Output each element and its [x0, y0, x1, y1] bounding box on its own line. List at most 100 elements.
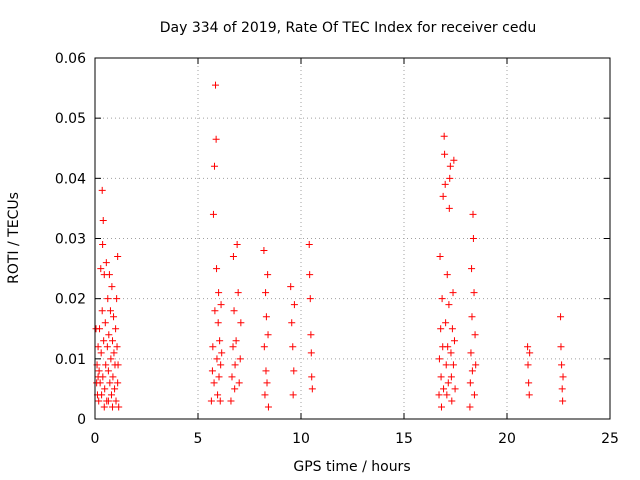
data-points — [92, 81, 567, 411]
data-point — [213, 265, 221, 273]
plot-frame — [94, 57, 611, 420]
grid — [95, 58, 610, 419]
x-tick-label: 5 — [194, 431, 203, 447]
data-point — [209, 343, 217, 351]
y-axis-label: ROTI / TECUs — [6, 192, 22, 284]
data-point — [216, 397, 224, 405]
data-point — [468, 265, 476, 273]
data-point — [559, 397, 567, 405]
data-point — [104, 295, 112, 303]
data-point — [113, 343, 121, 351]
data-point — [472, 361, 480, 369]
data-point — [558, 385, 566, 393]
data-point — [444, 343, 452, 351]
data-point — [446, 162, 454, 170]
y-tick-label: 0.05 — [55, 111, 86, 127]
data-point — [97, 265, 105, 273]
data-point — [96, 325, 104, 333]
data-point — [306, 295, 314, 303]
axis-ticks: 0 0.01 0.02 0.03 0.04 0.05 0.06 0 5 10 15 20 25 — [55, 51, 619, 447]
y-tick-label: 0.04 — [55, 171, 86, 187]
x-tick-label: 25 — [601, 431, 619, 447]
data-point — [207, 397, 215, 405]
data-point — [227, 397, 235, 405]
data-point — [94, 373, 102, 381]
data-point — [445, 301, 453, 309]
data-point — [109, 373, 117, 381]
data-point — [100, 337, 108, 345]
data-point — [444, 379, 452, 387]
x-tick-label: 20 — [498, 431, 516, 447]
data-point — [449, 289, 457, 297]
data-point — [109, 337, 117, 345]
x-axis-label: GPS time / hours — [293, 459, 410, 475]
data-point — [264, 403, 272, 411]
data-point — [436, 253, 444, 261]
data-point — [110, 349, 118, 357]
data-point — [101, 385, 109, 393]
data-point — [211, 307, 219, 315]
data-point — [98, 307, 106, 315]
data-point — [451, 385, 459, 393]
data-point — [450, 156, 458, 164]
data-point — [263, 379, 271, 387]
data-point — [232, 337, 240, 345]
data-point — [104, 367, 112, 375]
data-point — [109, 403, 117, 411]
data-point — [112, 325, 120, 333]
data-point — [215, 289, 223, 297]
data-point — [115, 403, 123, 411]
y-tick-label: 0.06 — [55, 51, 86, 67]
data-point — [447, 373, 455, 381]
data-point — [98, 186, 106, 194]
data-point — [260, 247, 268, 255]
data-point — [467, 349, 475, 357]
data-point — [98, 391, 106, 399]
data-point — [524, 343, 532, 351]
data-point — [215, 373, 223, 381]
data-point — [234, 289, 242, 297]
data-point — [229, 253, 237, 261]
data-point — [216, 337, 224, 345]
data-point — [233, 241, 241, 249]
data-point — [105, 331, 113, 339]
data-point — [111, 385, 119, 393]
data-point — [469, 210, 477, 218]
data-point — [466, 379, 474, 387]
data-point — [99, 216, 107, 224]
data-point — [443, 271, 451, 279]
data-point — [100, 403, 108, 411]
data-point — [435, 355, 443, 363]
x-tick-label: 10 — [292, 431, 310, 447]
data-point — [470, 391, 478, 399]
data-point — [526, 349, 534, 357]
data-point — [101, 319, 109, 327]
data-point — [445, 204, 453, 212]
data-point — [446, 174, 454, 182]
data-point — [107, 355, 115, 363]
data-point — [469, 235, 477, 242]
data-point — [209, 210, 217, 218]
data-point — [217, 301, 225, 309]
data-point — [110, 313, 118, 321]
data-point — [558, 361, 566, 369]
data-point — [106, 307, 114, 315]
data-point — [524, 361, 532, 369]
data-point — [442, 319, 450, 327]
data-point — [437, 325, 445, 333]
data-point — [97, 349, 105, 357]
data-point — [471, 331, 479, 339]
data-point — [437, 373, 445, 381]
data-point — [237, 319, 245, 327]
data-point — [442, 361, 450, 369]
data-point — [435, 391, 443, 399]
data-point — [287, 283, 295, 291]
data-point — [231, 361, 239, 369]
data-point — [230, 307, 238, 315]
data-point — [448, 325, 456, 333]
data-point — [96, 379, 104, 387]
data-point — [447, 349, 455, 357]
data-point — [290, 367, 298, 375]
data-point — [108, 283, 116, 291]
data-point — [466, 403, 474, 411]
